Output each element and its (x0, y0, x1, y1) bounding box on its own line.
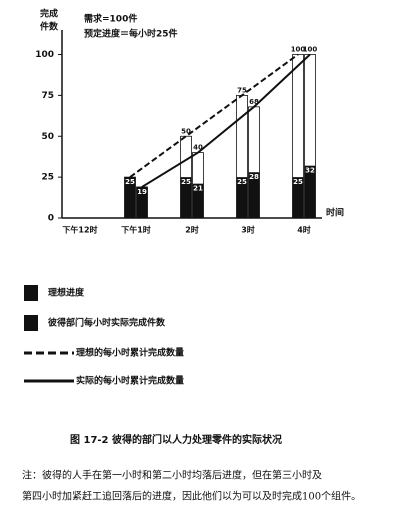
cumulative-label: 68 (249, 98, 259, 106)
bar (192, 183, 204, 218)
bar-label: 25 (181, 178, 191, 186)
x-tick-label: 2时 (185, 225, 199, 235)
bar (292, 177, 304, 218)
y-tick-label: 100 (35, 50, 54, 60)
cumulative-label: 100 (303, 46, 318, 54)
note: 注：彼得的人手在第一小时和第二小时均落后进度，但在第三小时及 (22, 469, 322, 482)
legend-label: 彼得部门每小时实际完成件数 (48, 317, 166, 329)
bar-label: 28 (249, 173, 259, 181)
y-tick-label: 0 (48, 214, 54, 224)
caption: 图 17-2 彼得的部门以人力处理零件的实际状况 (70, 433, 282, 446)
bar-label: 25 (125, 178, 135, 186)
legend-swatch (24, 315, 38, 331)
legend-label: 理想的每小时累计完成数量 (76, 347, 184, 359)
bar (180, 177, 192, 218)
bar (248, 172, 260, 218)
cumulative-label: 40 (193, 144, 203, 152)
x-tick-label: 4时 (297, 225, 311, 235)
x-tick-label: 下午12时 (62, 225, 97, 235)
y-label: 件数 (40, 21, 59, 33)
legend-label: 实际的每小时累计完成数量 (76, 375, 184, 387)
y-tick-label: 50 (41, 132, 54, 142)
annotation: 需求=100件 (84, 13, 137, 25)
bar-label: 32 (305, 167, 315, 175)
x-label: 时间 (326, 207, 344, 219)
cumulative-line (129, 53, 299, 178)
note: 第四小时加紧赶工追回落后的进度，因此他们以为可以及时完成100个组件。 (22, 490, 361, 503)
bar (136, 186, 148, 218)
bar-label: 21 (193, 185, 203, 193)
y-label: 完成 (40, 8, 58, 20)
bar-label: 19 (137, 188, 147, 196)
cumulative-line (141, 53, 311, 188)
bar (304, 165, 316, 218)
y-tick-label: 25 (41, 173, 54, 183)
bar (236, 177, 248, 218)
bar (124, 177, 136, 218)
y-tick-label: 75 (41, 91, 54, 101)
cumulative-label: 75 (237, 86, 247, 94)
x-tick-label: 下午1时 (121, 225, 151, 235)
annotation: 预定进度＝每小时25件 (84, 28, 178, 40)
legend-label: 理想进度 (48, 287, 85, 299)
cumulative-label: 50 (181, 127, 191, 135)
bar-label: 25 (293, 178, 303, 186)
bar-label: 25 (237, 178, 247, 186)
x-tick-label: 3时 (241, 225, 255, 235)
cumulative-label: 100 (291, 46, 306, 54)
legend-swatch (24, 285, 38, 301)
